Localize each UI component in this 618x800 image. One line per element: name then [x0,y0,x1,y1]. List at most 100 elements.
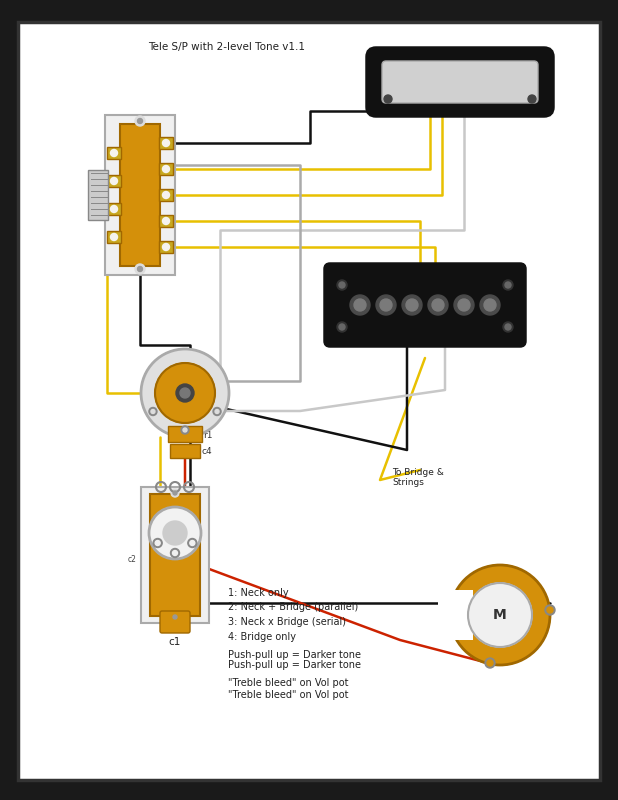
Bar [159,163,173,175]
Circle shape [384,95,392,103]
Text: c4: c4 [201,447,211,457]
Circle shape [151,410,155,414]
Circle shape [402,295,422,315]
Circle shape [171,613,179,621]
Circle shape [111,178,117,185]
Circle shape [215,410,219,414]
Circle shape [503,280,513,290]
Circle shape [213,407,221,415]
Circle shape [163,521,187,545]
FancyBboxPatch shape [141,487,209,623]
Circle shape [188,538,197,547]
Text: "Treble bleed" on Vol pot: "Treble bleed" on Vol pot [228,678,349,689]
FancyBboxPatch shape [18,22,600,780]
Bar [107,203,121,215]
Circle shape [505,324,511,330]
Circle shape [163,218,169,225]
Circle shape [111,150,117,157]
Circle shape [406,299,418,311]
Circle shape [181,426,189,434]
Circle shape [163,166,169,173]
Circle shape [503,322,513,332]
Text: 4: Bridge only: 4: Bridge only [228,631,296,642]
Text: M: M [493,608,507,622]
Circle shape [172,550,177,555]
Circle shape [111,206,117,213]
Circle shape [135,116,145,126]
Circle shape [354,299,366,311]
Bar [107,231,121,243]
Circle shape [484,299,496,311]
Bar [159,137,173,149]
Circle shape [190,541,195,546]
Circle shape [171,549,179,558]
Circle shape [111,234,117,241]
Circle shape [153,538,162,547]
Text: 3: Neck x Bridge (serial): 3: Neck x Bridge (serial) [228,617,346,627]
Circle shape [545,605,555,615]
Circle shape [547,607,553,613]
Bar [107,175,121,187]
FancyBboxPatch shape [120,124,160,266]
Circle shape [163,191,169,198]
FancyBboxPatch shape [325,264,525,346]
Text: Push-pull up = Darker tone: Push-pull up = Darker tone [228,661,361,670]
FancyBboxPatch shape [160,611,190,633]
FancyBboxPatch shape [88,170,108,220]
Circle shape [350,295,370,315]
Bar [159,189,173,201]
Circle shape [450,565,550,665]
Circle shape [180,388,190,398]
FancyBboxPatch shape [150,494,200,616]
FancyBboxPatch shape [382,61,538,103]
Text: c3: c3 [191,529,201,538]
Circle shape [339,324,345,330]
Circle shape [528,95,536,103]
Text: 1: Neck only: 1: Neck only [228,588,289,598]
Circle shape [432,299,444,311]
FancyBboxPatch shape [168,426,202,442]
Circle shape [428,295,448,315]
Circle shape [487,660,493,666]
Circle shape [337,280,347,290]
Text: 2: Neck + Bridge (parallel): 2: Neck + Bridge (parallel) [228,602,358,613]
Circle shape [339,282,345,288]
Text: c2: c2 [128,555,137,565]
Circle shape [173,615,177,619]
Circle shape [480,295,500,315]
FancyBboxPatch shape [367,48,553,116]
Bar [159,215,173,227]
Circle shape [137,118,143,123]
Circle shape [163,243,169,250]
Bar [159,241,173,253]
Circle shape [468,583,532,647]
Circle shape [155,541,160,546]
Text: Push-pull up = Darker tone: Push-pull up = Darker tone [228,650,361,660]
Circle shape [183,428,187,432]
Circle shape [505,282,511,288]
Bar [438,590,473,640]
Text: r1: r1 [203,430,213,439]
Text: Tele S/P with 2-level Tone v1.1: Tele S/P with 2-level Tone v1.1 [148,42,305,52]
Circle shape [454,295,474,315]
Circle shape [458,299,470,311]
Text: To Bridge &
Strings: To Bridge & Strings [392,468,444,487]
Circle shape [376,295,396,315]
FancyBboxPatch shape [105,115,175,275]
Circle shape [141,349,229,437]
Circle shape [149,507,201,559]
Text: "Treble bleed" on Vol pot: "Treble bleed" on Vol pot [228,690,349,699]
Circle shape [149,407,157,415]
Circle shape [135,264,145,274]
Circle shape [380,299,392,311]
Circle shape [337,322,347,332]
Circle shape [155,363,215,423]
Bar [107,147,121,159]
Circle shape [176,384,194,402]
Text: c1: c1 [169,637,181,647]
Circle shape [163,139,169,146]
Circle shape [137,266,143,271]
FancyBboxPatch shape [170,444,200,458]
Circle shape [173,491,177,495]
Circle shape [485,658,495,668]
